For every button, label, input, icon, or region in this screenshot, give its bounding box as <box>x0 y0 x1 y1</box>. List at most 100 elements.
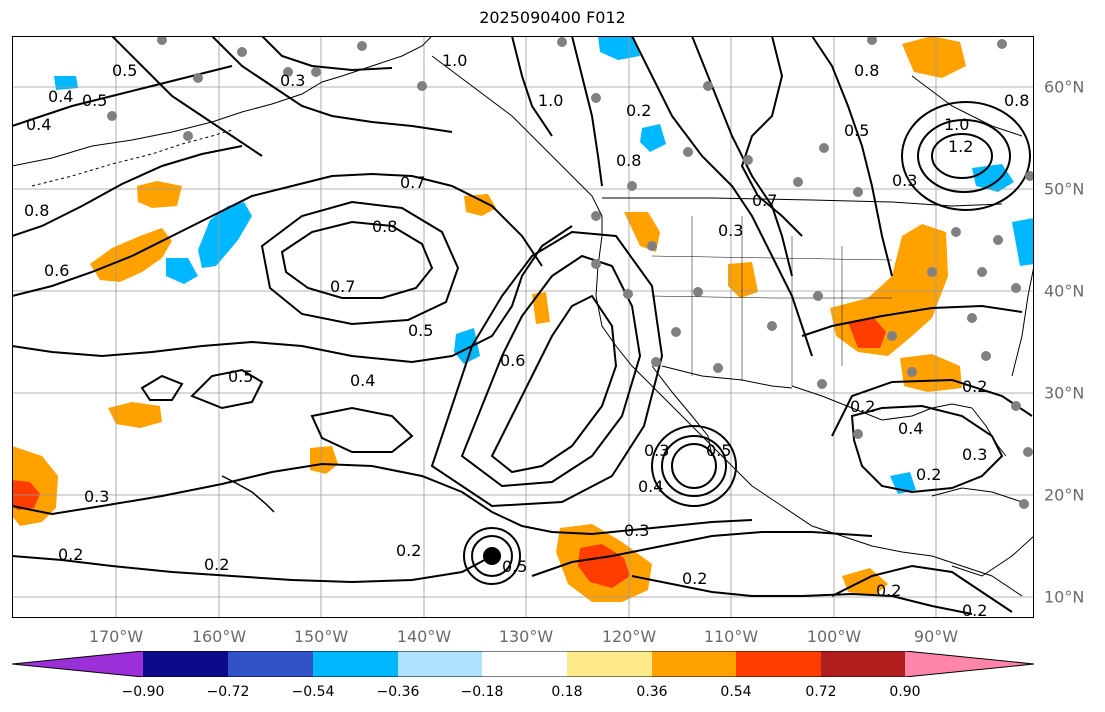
colorbar-segment <box>821 651 905 677</box>
contour-label: 0.4 <box>26 115 51 134</box>
colorbar-segment <box>12 651 143 677</box>
shade-blue <box>166 258 198 284</box>
map-panel: 0.5 0.4 0.4 0.8 0.6 0.3 0.2 0.2 0.5 0.4 … <box>12 36 1034 618</box>
shading-layer <box>12 36 1034 602</box>
station-point <box>793 177 803 187</box>
contour-label: 0.3 <box>962 445 987 464</box>
contour-label: 1.2 <box>948 137 973 156</box>
us-mexico-border <box>661 365 793 389</box>
contour-label: 0.2 <box>962 601 987 618</box>
station-point <box>1011 401 1021 411</box>
station-point <box>627 181 637 191</box>
contour-label: 0.4 <box>898 419 923 438</box>
contour-label: 0.5 <box>502 557 527 576</box>
colorbar-segment <box>482 651 567 677</box>
contour <box>490 294 618 474</box>
contour <box>801 304 1023 337</box>
contour <box>12 145 243 237</box>
shade-orange <box>532 292 550 324</box>
contour <box>261 36 393 72</box>
shade-orange <box>137 181 182 208</box>
contour-label: 0.7 <box>330 277 355 296</box>
station-point <box>1011 283 1021 293</box>
station-points <box>107 36 1034 509</box>
station-point <box>591 259 601 269</box>
station-point <box>157 36 167 45</box>
station-point <box>819 143 829 153</box>
east-coast <box>1011 265 1034 377</box>
lat-label: 10°N <box>1044 587 1085 607</box>
contour-label: 1.0 <box>944 115 969 134</box>
colorbar-tick-label: −0.54 <box>291 684 335 700</box>
station-point <box>557 37 567 47</box>
contour-label: 0.5 <box>408 321 433 340</box>
lon-label: 150°W <box>293 627 349 646</box>
shade-red <box>848 318 886 348</box>
central-america-coast <box>951 535 1034 577</box>
colorbar-segment <box>567 651 652 677</box>
contour <box>831 378 1033 437</box>
lon-label: 120°W <box>601 627 657 646</box>
station-point <box>357 41 367 51</box>
contour-label: 0.5 <box>706 441 731 460</box>
gulf-coast <box>791 385 973 421</box>
colorbar-segment <box>736 651 821 677</box>
shade-blue <box>598 36 640 60</box>
contour-label-layer: 0.5 0.4 0.4 0.8 0.6 0.3 0.2 0.2 0.5 0.4 … <box>24 51 1029 618</box>
station-point <box>237 47 247 57</box>
station-point <box>817 379 827 389</box>
contour-label: 0.3 <box>280 71 305 90</box>
contour-label: 0.7 <box>752 191 777 210</box>
shade-blue <box>54 76 78 90</box>
contour <box>190 368 264 410</box>
contour-label: 0.8 <box>1004 91 1029 110</box>
contour-label: 0.5 <box>82 91 107 110</box>
contour <box>12 172 543 297</box>
coastlines <box>12 36 1034 597</box>
contour <box>660 435 728 497</box>
contour-label: 0.2 <box>58 545 83 564</box>
map-svg: 0.5 0.4 0.4 0.8 0.6 0.3 0.2 0.2 0.5 0.4 … <box>12 36 1034 618</box>
colorbar-tick-label: 0.72 <box>805 684 837 700</box>
contour <box>211 36 453 133</box>
contour-lines <box>12 36 1033 615</box>
station-point <box>647 241 657 251</box>
lat-label: 40°N <box>1044 281 1085 301</box>
contour-label: 0.2 <box>850 397 875 416</box>
station-point <box>671 327 681 337</box>
storm-center-marker <box>483 547 501 565</box>
station-point <box>107 111 117 121</box>
contour-label: 0.8 <box>372 217 397 236</box>
lat-label: 20°N <box>1044 485 1085 505</box>
station-point <box>997 39 1007 49</box>
contour <box>571 36 603 187</box>
station-point <box>1019 499 1029 509</box>
contour-label: 0.8 <box>24 201 49 220</box>
station-point <box>813 291 823 301</box>
contour-label: 0.6 <box>44 261 69 280</box>
station-point <box>967 313 977 323</box>
shade-orange <box>108 402 162 428</box>
contour <box>111 36 263 157</box>
graticule <box>12 36 1034 618</box>
contour-label: 1.0 <box>538 91 563 110</box>
shade-orange <box>310 446 338 474</box>
contour-label: 0.8 <box>854 61 879 80</box>
station-point <box>417 81 427 91</box>
contour <box>310 406 414 453</box>
lon-label: 110°W <box>703 627 759 646</box>
station-point <box>183 131 193 141</box>
station-point <box>981 351 991 361</box>
colorbar-tick-label: 0.54 <box>720 684 752 700</box>
contour-label: 0.5 <box>844 121 869 140</box>
hawaii-islands <box>221 475 275 513</box>
contour <box>430 230 664 508</box>
contour <box>631 575 973 615</box>
lat-label: 30°N <box>1044 383 1085 403</box>
colorbar-tick-label: 0.18 <box>551 684 583 700</box>
station-point <box>907 367 917 377</box>
shade-blue <box>198 202 252 268</box>
shade-blue <box>1012 218 1034 266</box>
alaska-coast <box>12 36 433 167</box>
hudson-coast <box>911 75 1023 137</box>
